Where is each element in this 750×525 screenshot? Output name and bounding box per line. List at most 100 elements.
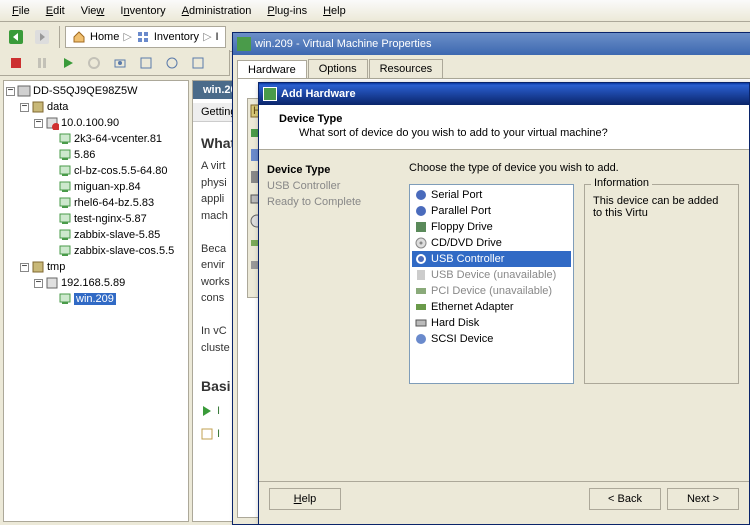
- menu-administration[interactable]: Administration: [174, 2, 260, 20]
- wizard-titlebar[interactable]: Add Hardware: [259, 83, 749, 105]
- device-floppy[interactable]: Floppy Drive: [412, 219, 571, 235]
- menu-file[interactable]: FFileile: [4, 2, 38, 20]
- tab-resources[interactable]: Resources: [369, 59, 444, 78]
- home-icon: [72, 30, 86, 44]
- datacenter-icon: [31, 100, 45, 114]
- vm-stop-button[interactable]: [4, 51, 28, 75]
- host-alert-icon: [45, 116, 59, 130]
- serial-icon: [414, 188, 428, 202]
- action-link[interactable]: I: [217, 403, 220, 420]
- vm-icon: [58, 196, 72, 210]
- cd-icon: [414, 236, 428, 250]
- tree-host[interactable]: 192.168.5.89: [61, 277, 125, 289]
- tree-vm[interactable]: 2k3-64-vcenter.81: [6, 131, 186, 147]
- window-title: win.209 - Virtual Machine Properties: [255, 38, 432, 50]
- tree-vm[interactable]: rhel6-64-bz.5.83: [6, 195, 186, 211]
- device-pci: PCI Device (unavailable): [412, 283, 571, 299]
- tree-toggle[interactable]: −: [20, 263, 29, 272]
- tab-hardware[interactable]: Hardware: [237, 60, 307, 79]
- vm-restart-button[interactable]: [82, 51, 106, 75]
- inventory-tree[interactable]: −DD-S5QJ9QE98Z5W −data −10.0.100.90 2k3-…: [3, 80, 189, 522]
- tree-host[interactable]: 10.0.100.90: [61, 117, 119, 129]
- vm-button-c[interactable]: [186, 51, 210, 75]
- wizard-step-device-type[interactable]: Device Type: [267, 162, 391, 178]
- wizard-steps: Device Type USB Controller Ready to Comp…: [259, 150, 399, 490]
- back-button[interactable]: < Back: [589, 488, 661, 510]
- tree-toggle[interactable]: −: [34, 119, 43, 128]
- tree-vm[interactable]: win.209: [6, 291, 186, 307]
- vm-icon: [58, 212, 72, 226]
- usb-device-icon: [414, 268, 428, 282]
- wizard-step-usb: USB Controller: [267, 178, 391, 194]
- datacenter-icon: [31, 260, 45, 274]
- wizard-prompt: Choose the type of device you wish to ad…: [409, 162, 739, 174]
- wizard-header: Device Type What sort of device do you w…: [259, 105, 749, 150]
- inventory-icon: [136, 30, 150, 44]
- floppy-icon: [414, 220, 428, 234]
- information-group: Information This device can be added to …: [584, 184, 739, 384]
- wizard-icon: [263, 87, 277, 101]
- tree-toggle[interactable]: −: [6, 87, 15, 96]
- breadcrumb-tail[interactable]: I: [216, 31, 219, 43]
- menu-view[interactable]: View: [73, 2, 113, 20]
- menu-plugins[interactable]: Plug-ins: [259, 2, 315, 20]
- help-button[interactable]: Help: [269, 488, 341, 510]
- device-cd-dvd[interactable]: CD/DVD Drive: [412, 235, 571, 251]
- server-icon: [17, 84, 31, 98]
- tree-root[interactable]: DD-S5QJ9QE98Z5W: [33, 85, 138, 97]
- vm-pause-button[interactable]: [30, 51, 54, 75]
- tree-dc[interactable]: tmp: [47, 261, 65, 273]
- window-titlebar[interactable]: win.209 - Virtual Machine Properties: [233, 33, 750, 55]
- pci-icon: [414, 284, 428, 298]
- wizard-header-title: Device Type: [279, 113, 737, 125]
- info-legend: Information: [591, 177, 652, 189]
- host-icon: [45, 276, 59, 290]
- device-scsi[interactable]: SCSI Device: [412, 331, 571, 347]
- breadcrumb-home[interactable]: Home: [90, 31, 119, 43]
- device-type-list[interactable]: Serial Port Parallel Port Floppy Drive C…: [409, 184, 574, 384]
- vm-icon: [58, 148, 72, 162]
- menu-inventory[interactable]: Inventory: [112, 2, 173, 20]
- ethernet-icon: [414, 300, 428, 314]
- device-serial-port[interactable]: Serial Port: [412, 187, 571, 203]
- tree-toggle[interactable]: −: [34, 279, 43, 288]
- next-button[interactable]: Next >: [667, 488, 739, 510]
- vm-icon: [58, 180, 72, 194]
- tab-options[interactable]: Options: [308, 59, 368, 78]
- play-icon: [201, 405, 213, 417]
- device-usb-controller[interactable]: USB Controller: [412, 251, 571, 267]
- breadcrumb-inventory[interactable]: Inventory: [154, 31, 199, 43]
- breadcrumb: Home ▷ Inventory ▷ I: [65, 26, 226, 48]
- wizard-step-ready: Ready to Complete: [267, 194, 391, 210]
- usb-icon: [414, 252, 428, 266]
- info-text: This device can be added to this Virtu: [593, 195, 730, 219]
- menu-help[interactable]: Help: [315, 2, 354, 20]
- vm-play-button[interactable]: [56, 51, 80, 75]
- device-hard-disk[interactable]: Hard Disk: [412, 315, 571, 331]
- tree-toggle[interactable]: −: [20, 103, 29, 112]
- nav-back-button[interactable]: [4, 25, 28, 49]
- tree-vm[interactable]: test-nginx-5.87: [6, 211, 186, 227]
- wizard-header-sub: What sort of device do you wish to add t…: [279, 127, 737, 139]
- tree-vm[interactable]: 5.86: [6, 147, 186, 163]
- vm-icon: [58, 164, 72, 178]
- vm-icon: [58, 132, 72, 146]
- menu-edit[interactable]: Edit: [38, 2, 73, 20]
- vm-icon: [58, 228, 72, 242]
- action-link[interactable]: I: [217, 426, 220, 443]
- tree-vm[interactable]: zabbix-slave-cos.5.5: [6, 243, 186, 259]
- tree-vm[interactable]: cl-bz-cos.5.5-64.80: [6, 163, 186, 179]
- wizard-title: Add Hardware: [281, 88, 356, 100]
- device-ethernet[interactable]: Ethernet Adapter: [412, 299, 571, 315]
- tree-dc[interactable]: data: [47, 101, 68, 113]
- tree-vm[interactable]: zabbix-slave-5.85: [6, 227, 186, 243]
- device-parallel-port[interactable]: Parallel Port: [412, 203, 571, 219]
- vm-button-a[interactable]: [134, 51, 158, 75]
- harddisk-icon: [414, 316, 428, 330]
- vm-snapshot-button[interactable]: [108, 51, 132, 75]
- nav-fwd-button[interactable]: [30, 25, 54, 49]
- add-hardware-wizard: Add Hardware Device Type What sort of de…: [258, 82, 750, 525]
- device-usb-device: USB Device (unavailable): [412, 267, 571, 283]
- tree-vm[interactable]: miguan-xp.84: [6, 179, 186, 195]
- vm-button-b[interactable]: [160, 51, 184, 75]
